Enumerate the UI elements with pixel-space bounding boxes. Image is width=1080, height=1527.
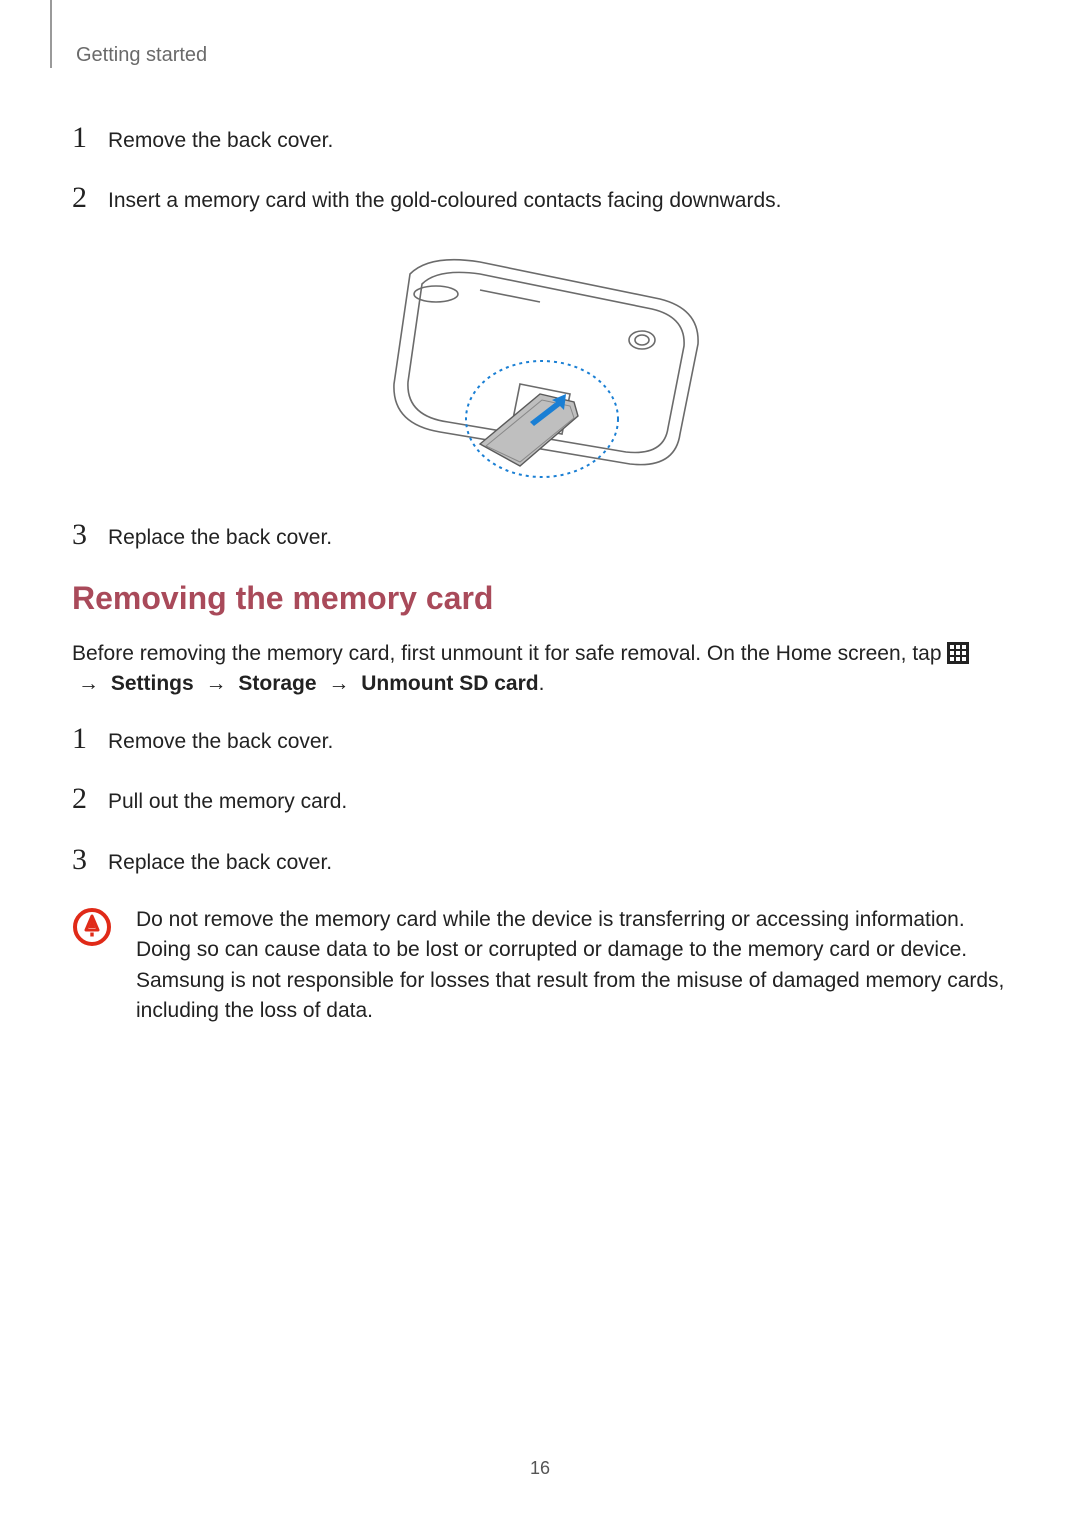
step-text: Replace the back cover. [108, 520, 332, 552]
step-text: Pull out the memory card. [108, 784, 347, 816]
remove-steps: 1 Remove the back cover. 2 Pull out the … [72, 724, 1008, 877]
section-header: Getting started [76, 44, 1008, 67]
step-number: 1 [72, 724, 108, 754]
install-step-3: 3 Replace the back cover. [72, 520, 1008, 552]
install-step-1: 1 Remove the back cover. [72, 123, 1008, 155]
remove-step-2: 2 Pull out the memory card. [72, 784, 1008, 816]
remove-step-3: 3 Replace the back cover. [72, 845, 1008, 877]
remove-step-1: 1 Remove the back cover. [72, 724, 1008, 756]
step-number: 3 [72, 520, 108, 550]
step-text: Remove the back cover. [108, 123, 333, 155]
intro-suffix: . [539, 672, 545, 695]
step-text: Replace the back cover. [108, 845, 332, 877]
nav-settings: Settings [111, 672, 194, 695]
step-number: 3 [72, 845, 108, 875]
step-number: 2 [72, 183, 108, 213]
step-number: 2 [72, 784, 108, 814]
step-number: 1 [72, 123, 108, 153]
device-illustration [330, 244, 750, 484]
install-steps: 1 Remove the back cover. 2 Insert a memo… [72, 123, 1008, 216]
unmount-instruction: Before removing the memory card, first u… [72, 639, 1008, 700]
device-figure-wrap [72, 244, 1008, 484]
caution-callout: Do not remove the memory card while the … [72, 905, 1008, 1027]
step-text: Remove the back cover. [108, 724, 333, 756]
removing-card-heading: Removing the memory card [72, 580, 1008, 617]
step-text: Insert a memory card with the gold-colou… [108, 183, 782, 215]
install-steps-cont: 3 Replace the back cover. [72, 520, 1008, 552]
intro-prefix: Before removing the memory card, first u… [72, 642, 947, 665]
caution-icon [72, 907, 112, 947]
nav-arrow: → [328, 672, 349, 695]
nav-arrow: → [78, 672, 99, 695]
header-rule [50, 0, 52, 68]
page-number: 16 [0, 1458, 1080, 1479]
install-step-2: 2 Insert a memory card with the gold-col… [72, 183, 1008, 215]
apps-grid-icon [947, 642, 969, 664]
nav-unmount: Unmount SD card [361, 672, 538, 695]
caution-text: Do not remove the memory card while the … [136, 905, 1008, 1027]
nav-storage: Storage [238, 672, 316, 695]
nav-arrow: → [206, 672, 227, 695]
